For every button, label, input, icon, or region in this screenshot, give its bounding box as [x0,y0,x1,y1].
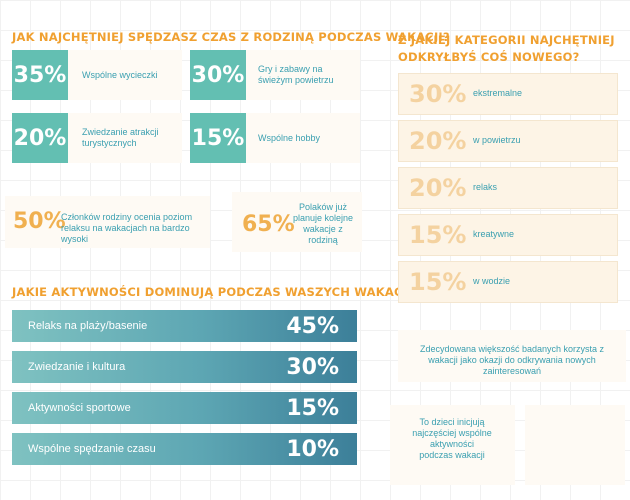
stat-text: Polaków już planuje kolejne wakacje z ro… [292,202,354,245]
heading-activities: JAKIE AKTYWNOŚCI DOMINUJĄ PODCZAS WASZYC… [12,285,419,299]
family-time-label: Wspólne hobby [258,133,321,143]
discovery-label: w wodzie [473,276,511,286]
stat-value: 65% [242,212,295,237]
heading-discovery-line-1: Z JAKIEJ KATEGORII NAJCHĘTNIEJ [398,33,615,47]
family-time-value: 35% [12,50,68,100]
chart-bar: Wspólne spędzanie czasu 10% [12,433,357,465]
discovery-row: 30% ekstremalne [398,73,618,115]
family-time-label: Zwiedzanie atrakcji turystycznych [82,127,159,148]
discovery-value: 30% [409,80,467,108]
family-time-card-4: 15% Wspólne hobby [190,113,360,163]
discovery-row: 20% w powietrzu [398,120,618,162]
chart-bar: Zwiedzanie i kultura 30% [12,351,357,383]
discovery-label: w powietrzu [473,135,521,145]
family-time-label: Gry i zabawy na świeżym powietrzu [258,64,334,85]
note-text: Zdecydowana większość badanych korzysta … [419,344,605,376]
chart-bar-label: Relaks na plaży/basenie [28,320,148,332]
family-time-card-1: 35% Wspólne wycieczki [12,50,182,100]
discovery-value: 20% [409,127,467,155]
discovery-label: kreatywne [473,229,515,239]
heading-discovery: Z JAKIEJ KATEGORII NAJCHĘTNIEJ ODKRYŁBYŚ… [398,32,615,66]
discovery-value: 15% [409,221,467,249]
chart-bar: Aktywności sportowe 15% [12,392,357,424]
heading-discovery-line-2: ODKRYŁBYŚ COŚ NOWEGO? [398,50,580,64]
activities-chart: Relaks na plaży/basenie 45% Zwiedzanie i k… [12,310,357,470]
note-card-discovery: Zdecydowana większość badanych korzysta … [398,330,626,382]
family-time-value: 20% [12,113,68,163]
chart-bar: Relaks na plaży/basenie 45% [12,310,357,342]
chart-bar-value: 30% [286,354,339,380]
chart-bar-label: Aktywności sportowe [28,402,131,414]
empty-card [525,405,625,485]
discovery-row: 15% w wodzie [398,261,618,303]
family-time-card-2: 30% Gry i zabawy na świeżym powietrzu [190,50,360,100]
chart-bar-value: 15% [286,395,339,421]
discovery-value: 20% [409,174,467,202]
chart-bar-value: 10% [286,436,339,462]
heading-family-time: JAK NAJCHĘTNIEJ SPĘDZASZ CZAS Z RODZINĄ … [12,30,450,44]
discovery-row: 20% relaks [398,167,618,209]
stat-card-relax: 50% Członków rodziny ocenia poziom relak… [5,196,210,248]
family-time-label: Wspólne wycieczki [82,70,158,80]
discovery-label: relaks [473,182,498,192]
discovery-value: 15% [409,268,467,296]
discovery-row: 15% kreatywne [398,214,618,256]
chart-bar-value: 45% [286,313,339,339]
stat-card-plans: 65% Polaków już planuje kolejne wakacje … [232,192,362,252]
family-time-value: 30% [190,50,246,100]
family-time-value: 15% [190,113,246,163]
note-text: To dzieci inicjują najczęściej wspólne a… [412,417,492,460]
discovery-label: ekstremalne [473,88,523,98]
chart-bar-label: Wspólne spędzanie czasu [28,443,156,455]
note-card-children: To dzieci inicjują najczęściej wspólne a… [390,405,515,485]
chart-bar-label: Zwiedzanie i kultura [28,361,126,373]
family-time-card-3: 20% Zwiedzanie atrakcji turystycznych [12,113,182,163]
stat-value: 50% [13,209,66,234]
stat-text: Członków rodziny ocenia poziom relaksu n… [61,212,193,244]
